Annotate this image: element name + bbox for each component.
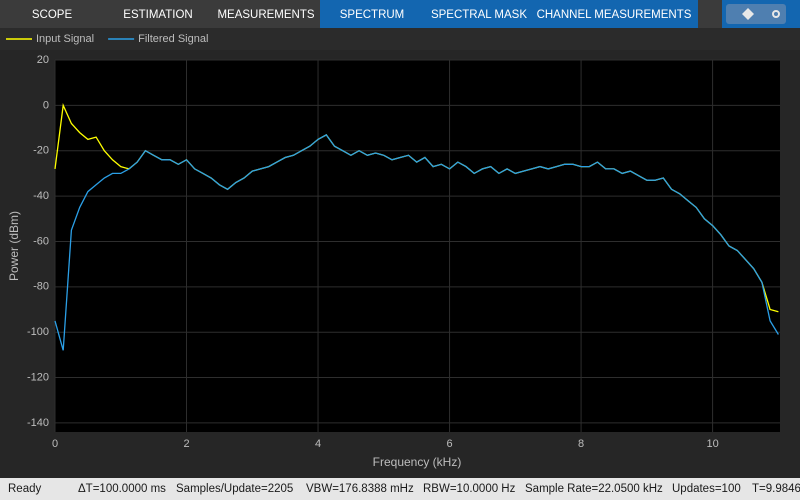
series-line bbox=[54, 134, 779, 351]
axes bbox=[55, 60, 780, 432]
status-item: ΔT=100.0000 ms bbox=[78, 483, 166, 495]
y-tick-label: -60 bbox=[33, 235, 49, 247]
x-tick-label: 4 bbox=[315, 438, 321, 450]
legend-bar bbox=[0, 28, 800, 50]
tab[interactable]: SCOPE bbox=[32, 9, 73, 21]
status-item: VBW=176.8388 mHz bbox=[306, 483, 414, 495]
y-tick-label: -80 bbox=[33, 281, 49, 293]
status-item: T=9.9846 bbox=[752, 483, 800, 495]
x-tick-label: 6 bbox=[446, 438, 452, 450]
y-axis-label: Power (dBm) bbox=[7, 211, 21, 281]
legend-label[interactable]: Filtered Signal bbox=[138, 33, 208, 45]
tab[interactable]: CHANNEL MEASUREMENTS bbox=[537, 9, 692, 21]
x-tick-label: 8 bbox=[578, 438, 584, 450]
tab[interactable]: SPECTRAL MASK bbox=[431, 9, 527, 21]
status-item: Samples/Update=2205 bbox=[176, 483, 293, 495]
status-item: Ready bbox=[8, 483, 41, 495]
y-tick-label: -100 bbox=[27, 326, 49, 338]
icon-button[interactable] bbox=[726, 4, 786, 24]
tab[interactable]: ESTIMATION bbox=[123, 9, 192, 21]
y-tick-label: -120 bbox=[27, 371, 49, 383]
y-tick-label: 20 bbox=[37, 54, 49, 66]
tab[interactable]: MEASUREMENTS bbox=[217, 9, 314, 21]
x-tick-label: 10 bbox=[706, 438, 718, 450]
legend-label[interactable]: Input Signal bbox=[36, 33, 94, 45]
status-item: RBW=10.0000 Hz bbox=[423, 483, 516, 495]
status-item: Sample Rate=22.0500 kHz bbox=[525, 483, 663, 495]
status-bar bbox=[0, 478, 800, 500]
tab-group bbox=[320, 0, 698, 28]
icon bbox=[742, 8, 754, 20]
y-tick-label: -40 bbox=[33, 190, 49, 202]
x-axis-label: Frequency (kHz) bbox=[373, 455, 462, 469]
y-tick-label: -140 bbox=[27, 417, 49, 429]
tab[interactable]: SPECTRUM bbox=[340, 9, 405, 21]
y-tick-label: -20 bbox=[33, 145, 49, 157]
x-tick-label: 0 bbox=[52, 438, 58, 450]
y-tick-label: 0 bbox=[43, 99, 49, 111]
x-tick-label: 2 bbox=[183, 438, 189, 450]
settings-icon[interactable] bbox=[772, 10, 780, 18]
status-item: Updates=100 bbox=[672, 483, 741, 495]
